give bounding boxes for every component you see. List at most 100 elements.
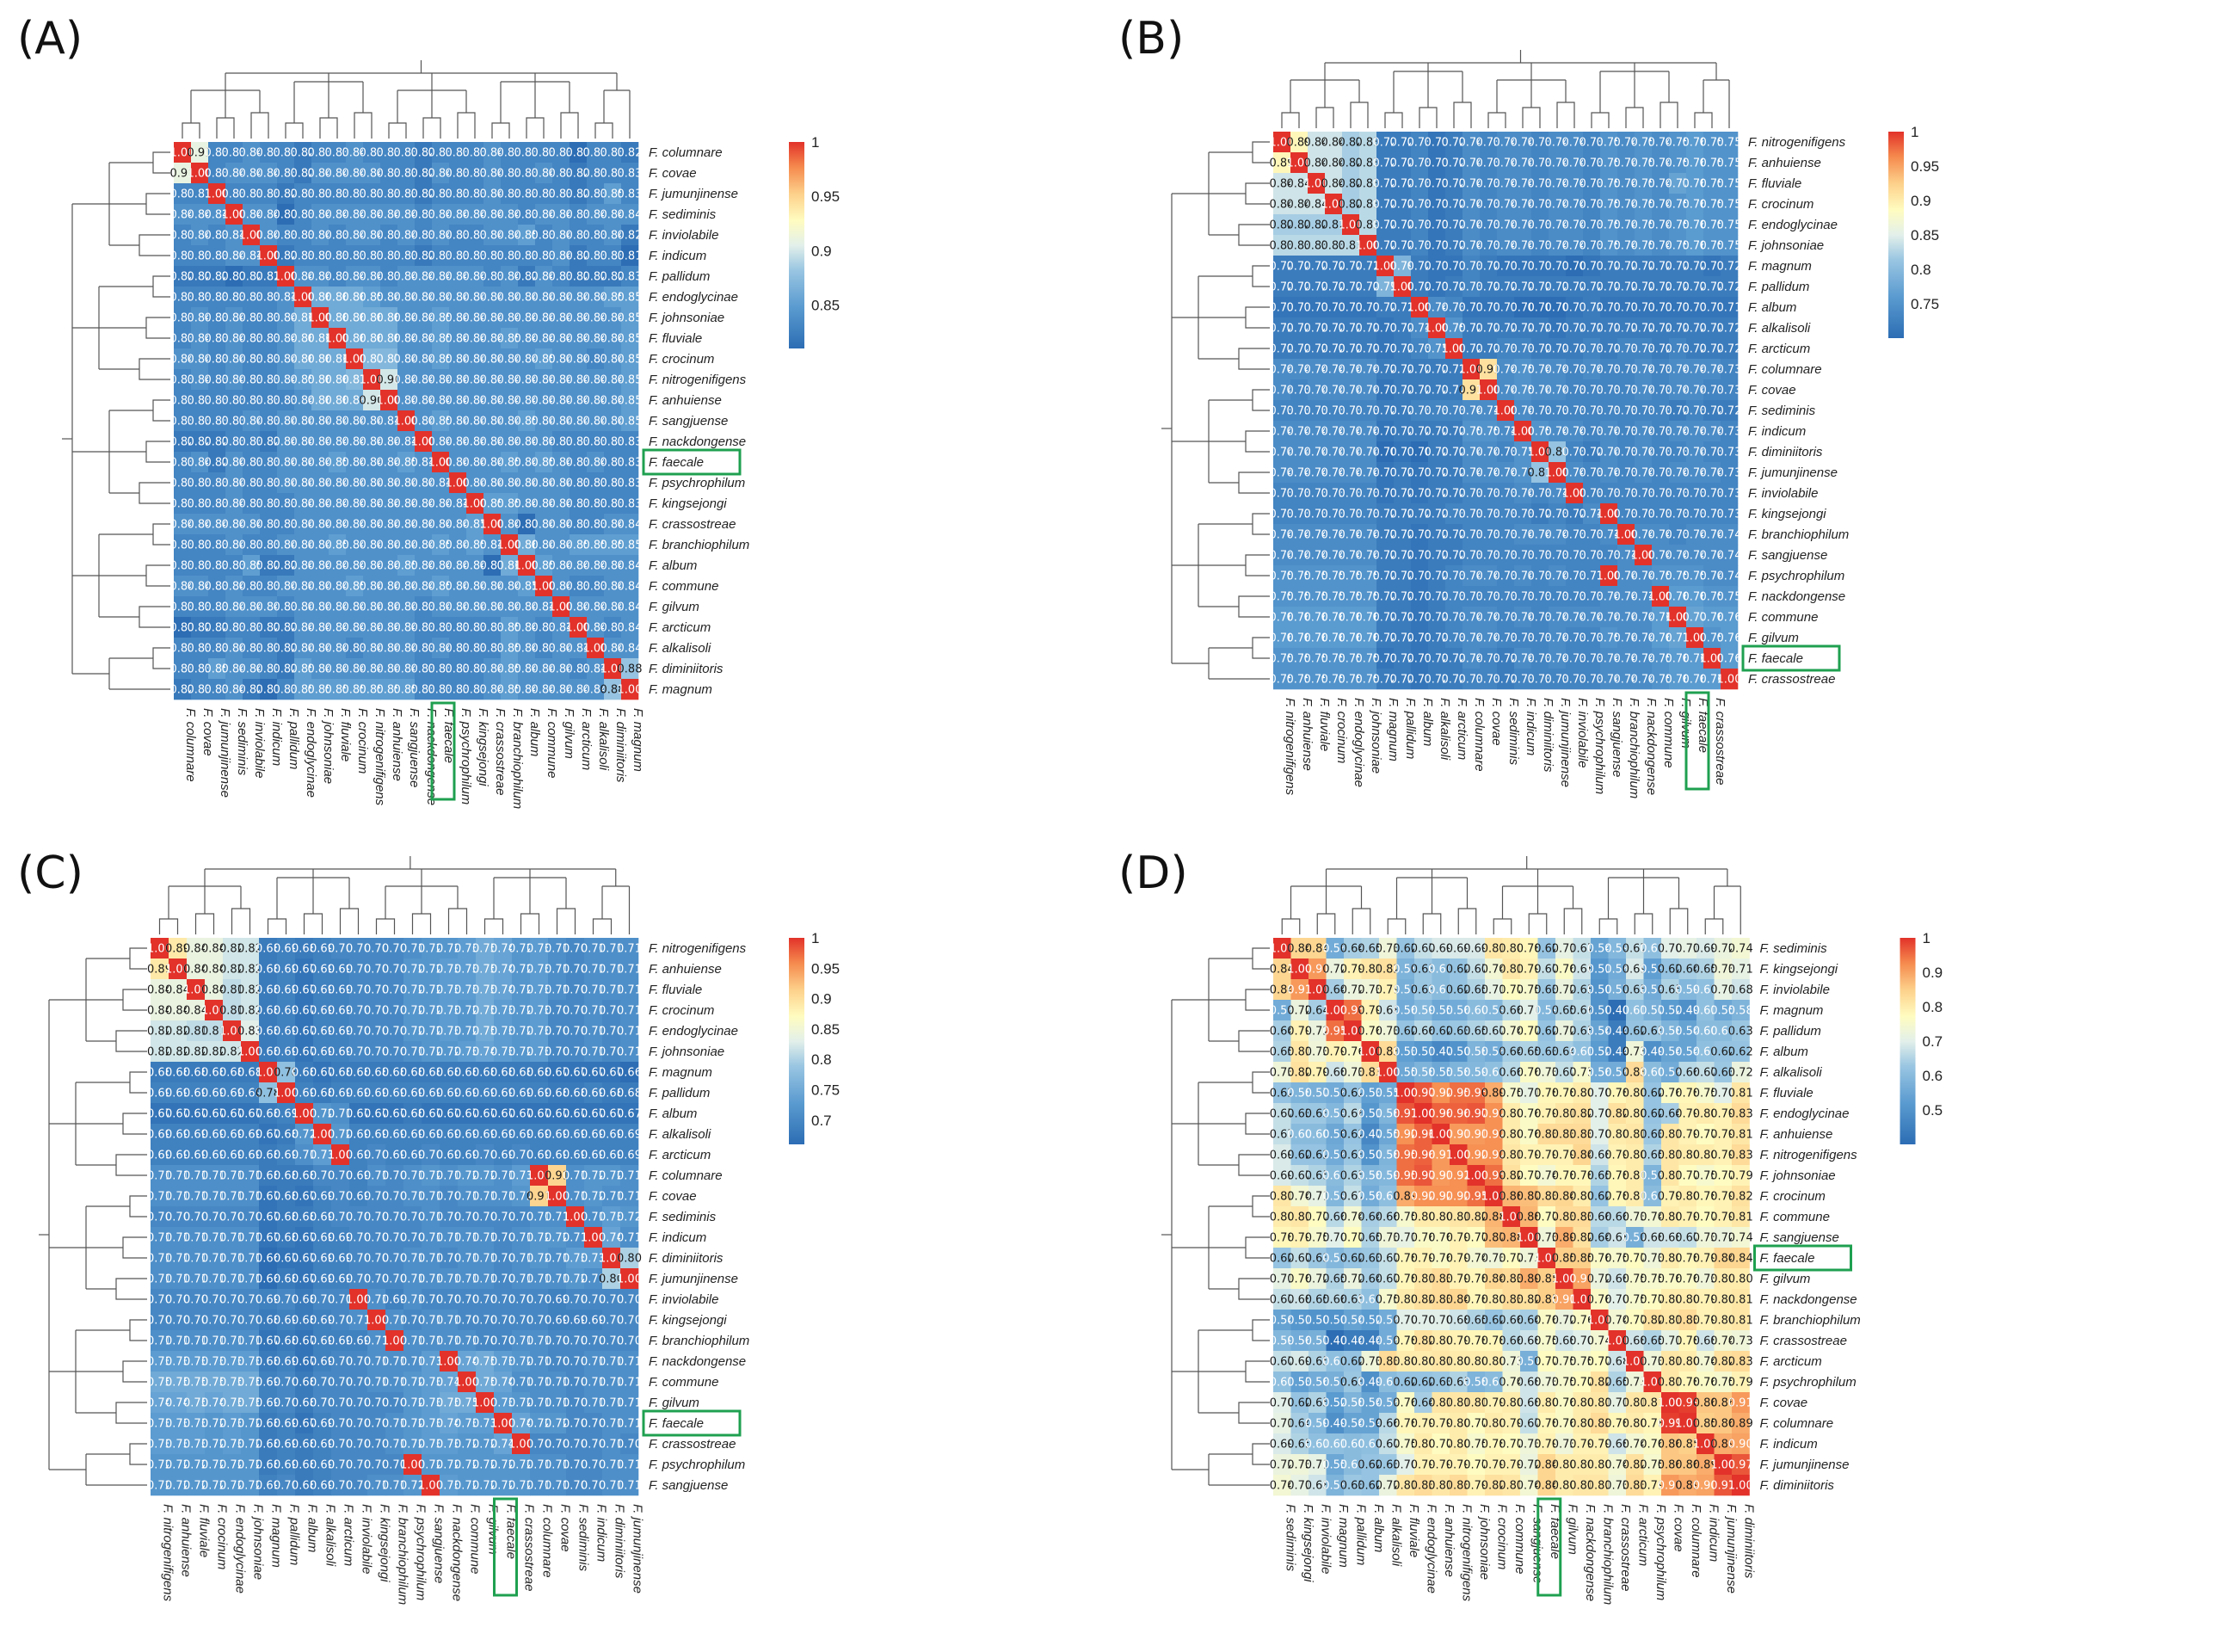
highlight-box bbox=[642, 448, 742, 476]
cell-value-label: 0.83 bbox=[532, 643, 557, 656]
heatmap-cell bbox=[432, 163, 450, 184]
heatmap-cell bbox=[535, 163, 553, 184]
heatmap-cell bbox=[225, 266, 243, 287]
heatmap-cell bbox=[587, 204, 605, 225]
cell-value-label: 0.74 bbox=[1648, 219, 1673, 232]
cell-value-label: 0.71 bbox=[1321, 302, 1346, 315]
heatmap-cell bbox=[329, 245, 347, 267]
column-label: F. columnare bbox=[183, 708, 198, 782]
cell-value-label: 0.70 bbox=[1562, 261, 1587, 274]
cell-value-label: 0.75 bbox=[1631, 137, 1656, 150]
column-label: F. jumunjinense bbox=[631, 1504, 645, 1593]
heatmap-cell bbox=[174, 658, 192, 680]
cell-value-label: 0.84 bbox=[566, 416, 591, 428]
heatmap-cell bbox=[587, 617, 605, 638]
heatmap-cell bbox=[311, 287, 329, 308]
cell-value-label: 0.71 bbox=[617, 1356, 642, 1369]
cell-value-label: 0.84 bbox=[342, 230, 367, 243]
heatmap-cell bbox=[466, 638, 484, 659]
cell-value-label: 0.84 bbox=[239, 519, 264, 532]
cell-value-label: 0.82 bbox=[170, 436, 195, 449]
cell-value-label: 0.72 bbox=[1373, 157, 1398, 170]
cell-value-label: 0.84 bbox=[463, 581, 488, 594]
cell-value-label: 0.84 bbox=[532, 395, 557, 408]
cell-value-label: 0.74 bbox=[1459, 199, 1484, 212]
heatmap-cell bbox=[1480, 152, 1498, 174]
row-label: F. psychrophilum bbox=[649, 1458, 745, 1472]
cell-value-label: 0.85 bbox=[291, 684, 316, 697]
heatmap-cell bbox=[1462, 194, 1481, 215]
cell-value-label: 0.84 bbox=[446, 395, 471, 408]
cell-value-label: 0.71 bbox=[1528, 261, 1553, 274]
heatmap-cell bbox=[397, 163, 416, 184]
heatmap-cell bbox=[415, 266, 433, 287]
cell-value-label: 0.71 bbox=[1493, 261, 1518, 274]
cell-value-label: 0.83 bbox=[428, 147, 453, 160]
cell-value-label: 0.83 bbox=[342, 250, 367, 263]
heatmap-cell bbox=[277, 431, 295, 453]
cell-value-label: 0.83 bbox=[170, 663, 195, 676]
cell-value-label: 0.85 bbox=[463, 519, 488, 532]
heatmap-cell bbox=[501, 183, 519, 205]
heatmap-cell bbox=[311, 514, 329, 535]
cell-value-label: 0.84 bbox=[1270, 199, 1295, 212]
cell-value-label: 0.73 bbox=[1580, 240, 1604, 253]
heatmap-cell bbox=[243, 596, 261, 618]
cell-value-label: 0.83 bbox=[463, 230, 488, 243]
heatmap-cell bbox=[1703, 235, 1721, 256]
heatmap-cell bbox=[1531, 132, 1549, 153]
cell-value-label: 0.82 bbox=[411, 250, 436, 263]
cell-value-label: 0.84 bbox=[394, 209, 419, 222]
heatmap-cell bbox=[363, 658, 381, 680]
heatmap-cell bbox=[1342, 194, 1360, 215]
heatmap-cell bbox=[363, 410, 381, 432]
heatmap-cell bbox=[466, 493, 484, 515]
cell-value-label: 0.89 bbox=[1287, 137, 1312, 150]
cell-value-label: 0.84 bbox=[274, 312, 299, 325]
heatmap-cell bbox=[1308, 256, 1326, 277]
cell-value-label: 0.72 bbox=[1459, 343, 1484, 356]
heatmap-cell bbox=[311, 431, 329, 453]
heatmap-cell bbox=[277, 307, 295, 329]
cell-value-label: 1.00 bbox=[618, 684, 643, 697]
heatmap-cell bbox=[260, 452, 278, 473]
column-label: F. diminiitoris bbox=[1541, 698, 1555, 773]
cell-value-label: 0.84 bbox=[274, 374, 299, 387]
heatmap-cell bbox=[466, 555, 484, 576]
heatmap-cell bbox=[277, 576, 295, 597]
column-label: F. arcticum bbox=[342, 1504, 356, 1566]
cell-value-label: 0.84 bbox=[308, 436, 333, 449]
heatmap-cell bbox=[483, 348, 502, 370]
heatmap-cell bbox=[1359, 256, 1377, 277]
cell-value-label: 0.84 bbox=[428, 271, 453, 284]
cell-value-label: 0.72 bbox=[1597, 281, 1622, 294]
cell-value-label: 0.84 bbox=[308, 478, 333, 490]
heatmap-cell bbox=[587, 534, 605, 556]
cell-value-label: 1.00 bbox=[222, 209, 247, 222]
heatmap-cell bbox=[277, 287, 295, 308]
heatmap-cell bbox=[466, 287, 484, 308]
row-label: F. crocinum bbox=[649, 1003, 714, 1018]
heatmap-cell bbox=[570, 142, 588, 163]
cell-value-label: 0.74 bbox=[1614, 219, 1639, 232]
cell-value-label: 0.82 bbox=[274, 622, 299, 635]
heatmap-cell bbox=[243, 555, 261, 576]
heatmap-cell bbox=[466, 266, 484, 287]
cell-value-label: 0.84 bbox=[1304, 199, 1329, 212]
heatmap-cell bbox=[1394, 194, 1412, 215]
heatmap-panel-a: (A) 1.00 0.91 0.83 0.83 0.84 0.83 0.83 0.82 0.83 0… bbox=[17, 9, 1093, 809]
heatmap-cell bbox=[518, 534, 536, 556]
heatmap-cell bbox=[1411, 132, 1429, 153]
cell-value-label: 0.85 bbox=[360, 292, 385, 305]
cell-value-label: 0.84 bbox=[222, 230, 247, 243]
heatmap-cell bbox=[1566, 214, 1584, 236]
heatmap-cell bbox=[311, 576, 329, 597]
column-label: F. alkalisoli bbox=[323, 1504, 338, 1567]
heatmap-cell bbox=[363, 555, 381, 576]
cell-value-label: 0.81 bbox=[256, 684, 281, 697]
heatmap-cell bbox=[587, 576, 605, 597]
heatmap-cell bbox=[174, 534, 192, 556]
heatmap-cell bbox=[277, 514, 295, 535]
cell-value-label: 0.72 bbox=[1390, 199, 1415, 212]
heatmap-cell bbox=[260, 534, 278, 556]
